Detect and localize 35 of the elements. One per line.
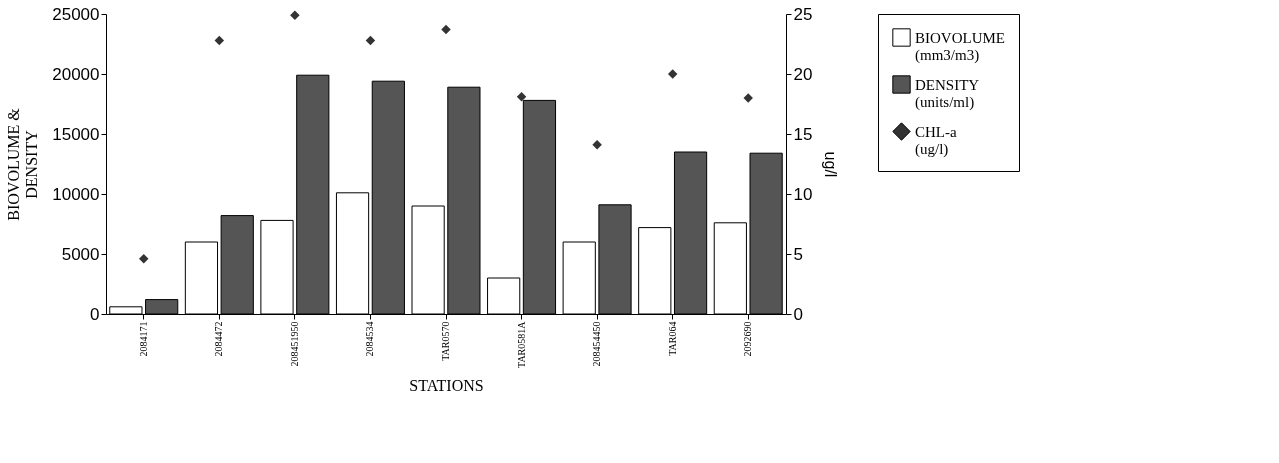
y-tick-label: 5000 (61, 244, 100, 264)
x-tick-label: TAR0581A (515, 320, 527, 368)
y2-axis-title: ug/l (822, 151, 840, 178)
y-axis-title: BIOVOLUME & DENSITY (5, 107, 41, 221)
y2-tick-label: 0 (793, 304, 803, 324)
y2-tick-label: 20 (793, 64, 813, 84)
y-tick-label: 10000 (52, 184, 100, 204)
y2-tick-label: 15 (793, 124, 813, 144)
x-tick-label: 208451950 (288, 321, 300, 367)
point (365, 35, 376, 46)
y-tick-label: 15000 (52, 124, 100, 144)
point (441, 24, 451, 35)
point (214, 35, 225, 46)
y2-tick-label: 10 (793, 184, 813, 204)
y-tick-label: 0 (90, 304, 100, 324)
y2-tick-label: 25 (793, 4, 813, 24)
point (592, 140, 602, 150)
legend-label: CHL-a (ug/l) (915, 123, 957, 158)
point (290, 10, 300, 20)
x-tick-label: TAR0570 (440, 321, 451, 361)
legend-label: BIOVOLUME (mm3/m3) (915, 29, 1005, 64)
y-tick-label: 20000 (52, 64, 100, 84)
x-tick-label: TAR064 (666, 321, 678, 356)
y-tick-label: 25000 (52, 4, 100, 24)
point (516, 92, 527, 102)
x-axis-title: STATIONS (409, 376, 484, 394)
x-tick-label: 2084534 (364, 321, 376, 357)
x-tick-label: 2084171 (137, 321, 149, 357)
point (667, 69, 678, 79)
x-tick-label: 2084472 (213, 321, 225, 357)
point (139, 254, 149, 264)
legend-label: DENSITY (units/ml) (915, 76, 980, 111)
y2-tick-label: 5 (793, 244, 803, 264)
x-tick-label: 2092690 (742, 321, 754, 357)
x-tick-label: 208454450 (591, 321, 603, 367)
